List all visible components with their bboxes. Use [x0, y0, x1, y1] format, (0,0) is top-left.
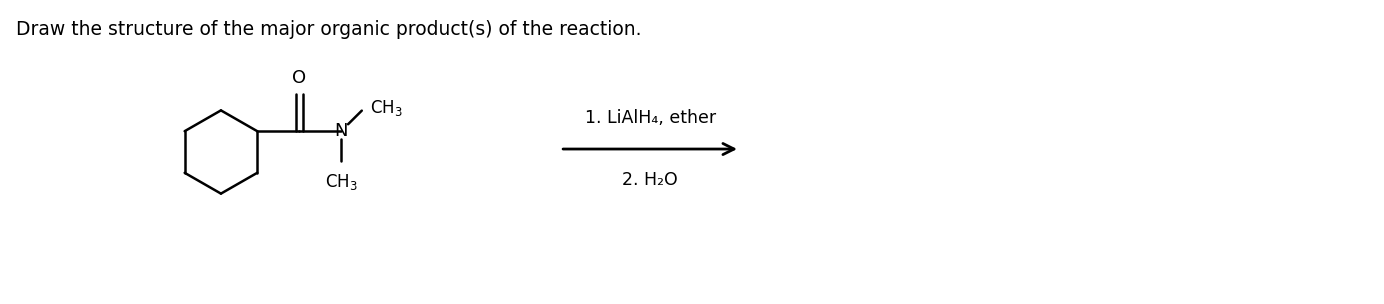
- Text: 2. H₂O: 2. H₂O: [623, 171, 678, 189]
- Text: Draw the structure of the major organic product(s) of the reaction.: Draw the structure of the major organic …: [17, 20, 642, 39]
- Text: 1. LiAlH₄, ether: 1. LiAlH₄, ether: [584, 109, 716, 127]
- Text: CH$_3$: CH$_3$: [370, 98, 403, 118]
- Text: O: O: [292, 69, 306, 87]
- Text: N: N: [335, 122, 347, 140]
- Text: CH$_3$: CH$_3$: [325, 171, 357, 192]
